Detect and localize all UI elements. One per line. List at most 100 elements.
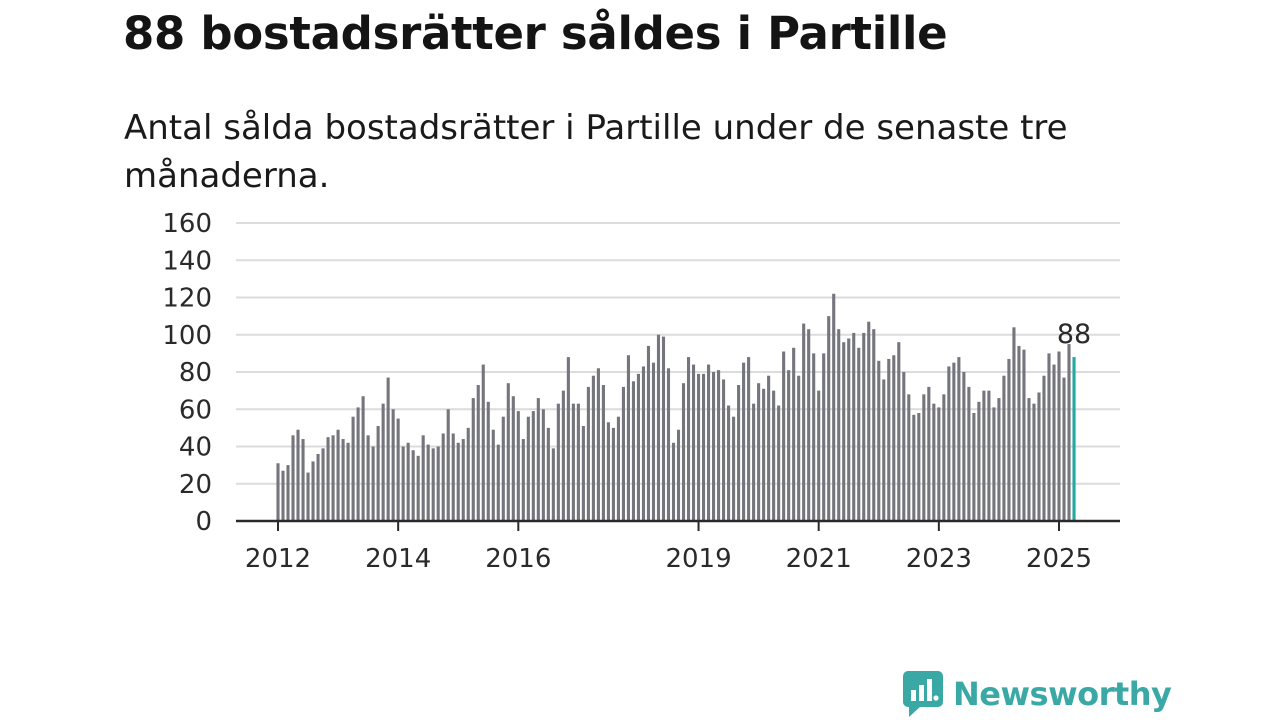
bar — [742, 362, 746, 521]
bar — [1042, 375, 1046, 521]
bar — [601, 385, 605, 521]
bar — [541, 409, 545, 521]
bar — [346, 442, 350, 521]
bar — [701, 373, 706, 521]
bar — [982, 390, 986, 521]
bar — [1062, 377, 1066, 521]
bar — [782, 351, 786, 521]
bars — [276, 293, 1076, 521]
bar — [441, 433, 445, 521]
y-axis-tick-labels: 0 20 40 60 80 100 120 140 160 — [162, 209, 212, 537]
y-tick-label: 100 — [162, 321, 212, 351]
bar — [606, 422, 610, 521]
bar — [381, 403, 385, 521]
bar — [832, 293, 836, 521]
bar — [411, 450, 415, 521]
bar — [576, 403, 580, 521]
brand-name: Newsworthy — [953, 675, 1172, 713]
bar — [1037, 392, 1041, 521]
bar — [1022, 349, 1026, 521]
bar — [952, 362, 956, 521]
bar — [291, 435, 295, 521]
bar — [666, 368, 671, 521]
x-tick-label: 2021 — [786, 544, 852, 574]
brand-logo: Newsworthy — [903, 670, 1172, 718]
bar — [992, 407, 996, 521]
bar — [481, 364, 485, 521]
bar — [977, 401, 981, 521]
bar — [586, 386, 590, 521]
bar — [326, 437, 330, 521]
bar — [276, 463, 280, 521]
bar — [862, 332, 866, 521]
bar — [1057, 351, 1061, 521]
y-tick-label: 40 — [179, 433, 212, 463]
bar — [892, 355, 896, 521]
bar — [902, 372, 906, 521]
bar — [526, 416, 530, 521]
bar — [1052, 364, 1056, 521]
bar — [471, 398, 475, 521]
bar — [842, 342, 846, 521]
bar — [556, 403, 560, 521]
bar — [456, 442, 460, 521]
bar — [877, 360, 881, 521]
bar — [376, 426, 380, 521]
x-tick-label: 2016 — [485, 544, 551, 574]
bar — [1007, 358, 1011, 521]
bar — [972, 412, 976, 521]
bar — [882, 379, 886, 521]
bar — [947, 366, 951, 521]
y-tick-label: 160 — [162, 209, 212, 239]
bar — [1017, 345, 1021, 521]
bar — [957, 357, 961, 521]
bar — [661, 336, 666, 521]
bar — [406, 442, 410, 521]
bar — [631, 381, 636, 521]
bar — [962, 372, 966, 521]
bar — [777, 405, 781, 521]
bar — [446, 409, 450, 521]
x-tick-label: 2012 — [245, 544, 311, 574]
bar — [656, 334, 661, 521]
bar — [331, 435, 335, 521]
bar — [511, 396, 515, 521]
bar — [797, 375, 801, 521]
bar — [316, 453, 320, 521]
bar — [301, 439, 305, 521]
bar — [646, 345, 651, 521]
bar — [476, 385, 480, 521]
y-tick-label: 60 — [179, 395, 212, 425]
bar — [1067, 344, 1071, 521]
bar — [531, 411, 535, 521]
bar — [451, 433, 455, 521]
x-tick-label: 2025 — [1026, 544, 1092, 574]
bar — [336, 429, 340, 521]
bar — [712, 372, 716, 521]
bar — [416, 455, 420, 521]
bar — [596, 368, 600, 521]
bar — [426, 444, 430, 521]
bar — [727, 405, 731, 521]
bar — [461, 439, 465, 521]
bar — [296, 429, 300, 521]
bar — [681, 383, 686, 521]
bar — [907, 394, 911, 521]
bar — [386, 377, 390, 521]
bar — [361, 396, 365, 521]
y-tick-label: 20 — [179, 470, 212, 500]
bar — [636, 373, 641, 521]
bar — [686, 357, 691, 521]
bar — [351, 416, 355, 521]
bar — [802, 323, 806, 521]
y-tick-label: 120 — [162, 284, 212, 314]
bar — [281, 470, 285, 521]
bar — [937, 407, 941, 521]
bar — [521, 439, 525, 521]
bar — [671, 442, 676, 521]
bar — [626, 355, 631, 521]
bar — [1047, 353, 1051, 521]
bar — [466, 427, 470, 521]
bar — [827, 316, 831, 521]
